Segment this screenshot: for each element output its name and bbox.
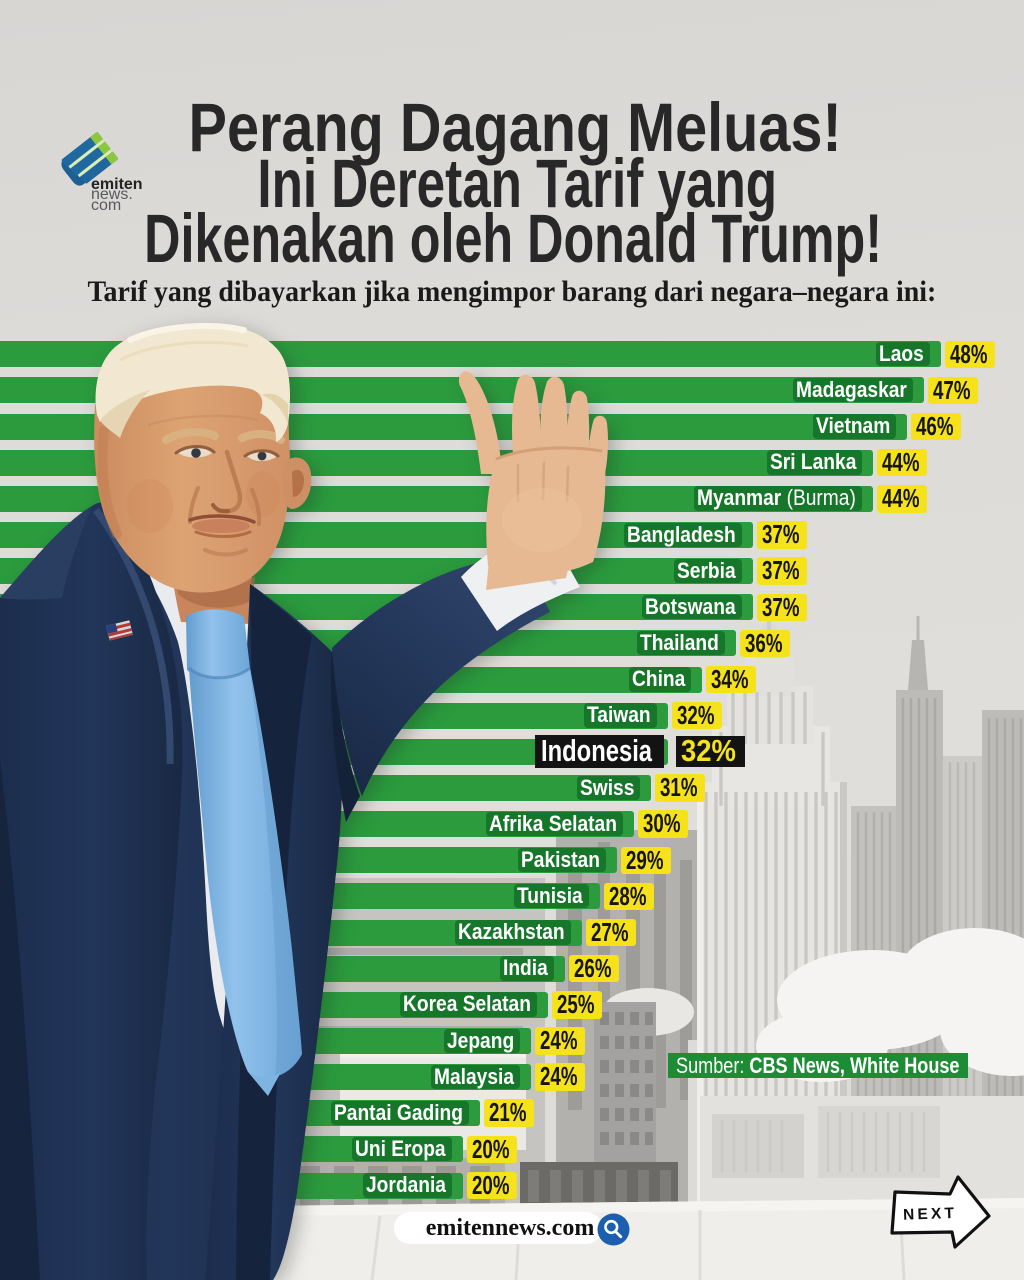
svg-text:NEXT: NEXT bbox=[903, 1205, 958, 1224]
